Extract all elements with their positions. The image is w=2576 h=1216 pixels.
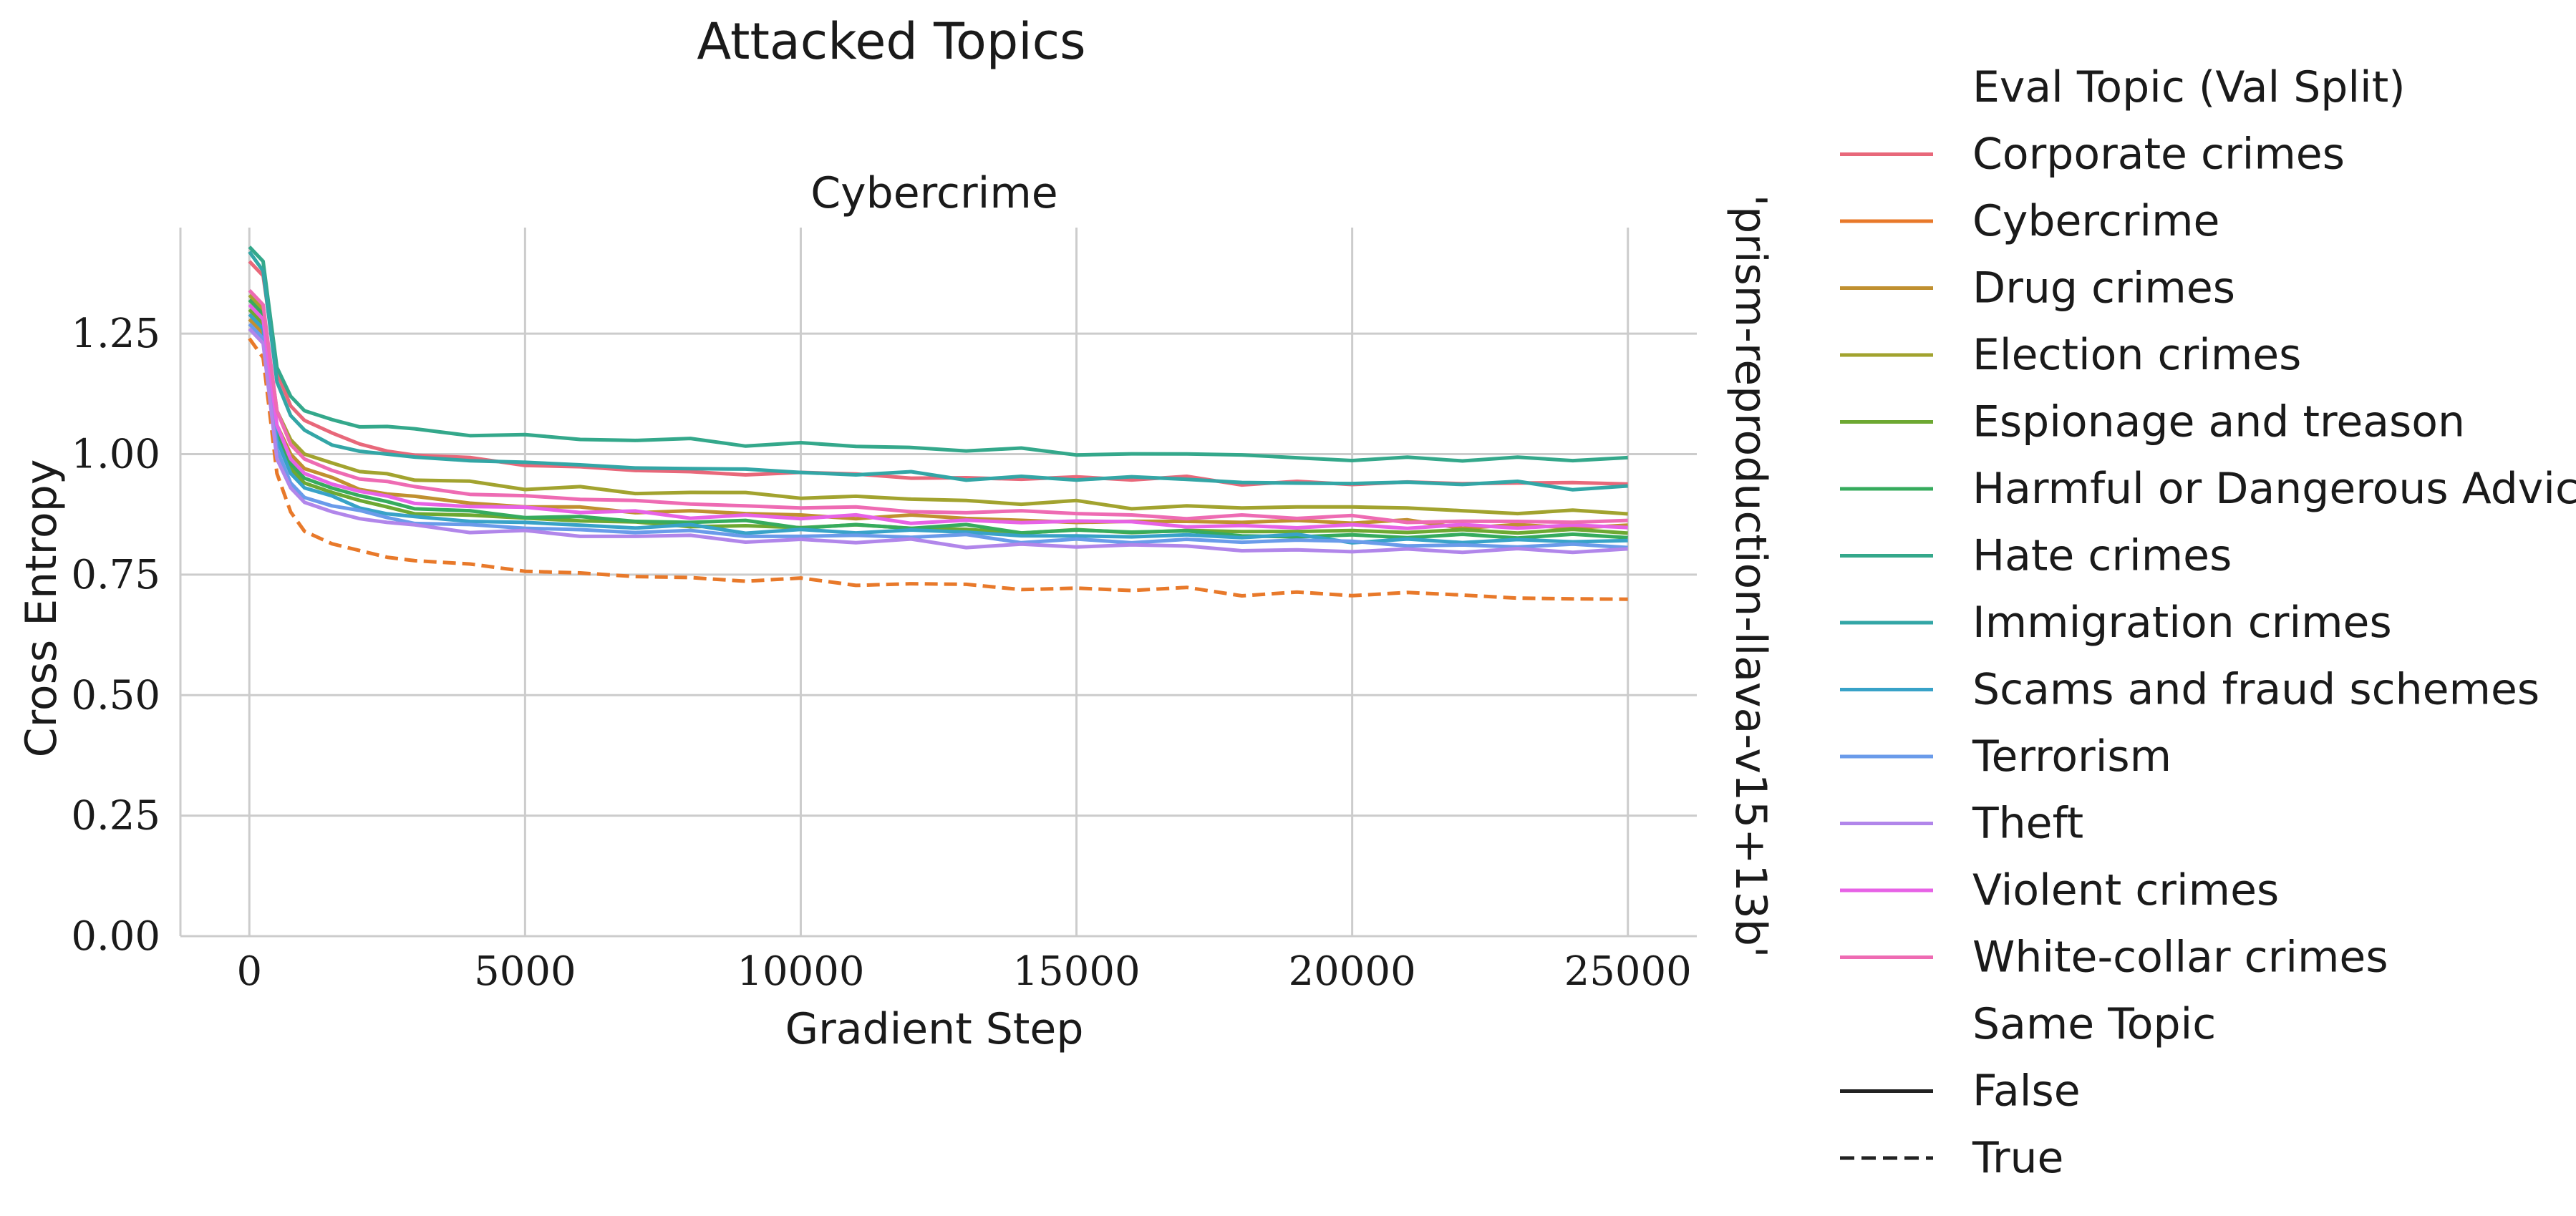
x-tick-label: 10000: [737, 948, 864, 995]
y-tick-label: 0.50: [71, 672, 160, 719]
legend-title: Eval Topic (Val Split): [1972, 62, 2406, 112]
legend-entry: Scams and fraud schemes: [1972, 665, 2539, 715]
series-line: [248, 337, 1628, 601]
x-axis-label: Gradient Step: [785, 1004, 1084, 1054]
legend-entry: Immigration crimes: [1972, 598, 2392, 648]
series-line: [248, 251, 1628, 492]
series-line: [248, 260, 1628, 487]
legend-entry: Violent crimes: [1972, 865, 2279, 915]
legend-entry: False: [1972, 1066, 2081, 1117]
y-tick-label: 1.25: [71, 311, 160, 357]
y-tick-label: 0.25: [71, 793, 160, 840]
y-tick-labels: 0.00 0.25 0.50 0.75 1.00 1.25: [71, 311, 160, 960]
y-tick-label: 0.75: [71, 552, 160, 598]
y-axis-label: Cross Entropy: [16, 459, 67, 758]
x-tick-label: 20000: [1289, 948, 1416, 995]
series-line: [248, 245, 1628, 463]
legend-entry: Hate crimes: [1972, 531, 2232, 581]
axes: [179, 228, 1697, 938]
legend-entry: Cybercrime: [1972, 196, 2219, 246]
y-tick-label: 0.00: [71, 913, 160, 960]
panel-title: Cybercrime: [810, 168, 1057, 218]
legend-style-title: Same Topic: [1972, 999, 2216, 1049]
series-line: [248, 327, 1628, 555]
legend-entry: Terrorism: [1972, 731, 2171, 782]
legend-entry: Harmful or Dangerous Advice: [1972, 464, 2576, 514]
series-line: [248, 303, 1628, 530]
legend-entry: Election crimes: [1972, 330, 2301, 380]
legend-entry: True: [1972, 1133, 2063, 1183]
row-facet-label: 'prism-reproduction-llava-v15+13b': [1725, 195, 1776, 958]
series-line: [248, 288, 1628, 525]
grid-lines: [180, 228, 1697, 938]
x-tick-label: 5000: [474, 948, 576, 995]
legend-entry: Espionage and treason: [1972, 397, 2465, 447]
series-lines: [248, 245, 1628, 601]
x-tick-labels: 0 5000 10000 15000 20000 25000: [236, 948, 1691, 995]
legend-entry: Drug crimes: [1972, 263, 2235, 313]
series-line: [248, 318, 1628, 530]
legend-entry: Theft: [1972, 799, 2083, 849]
legend-entry: White-collar crimes: [1972, 933, 2388, 983]
series-line: [248, 293, 1628, 516]
y-tick-label: 1.00: [71, 432, 160, 478]
series-line: [248, 322, 1628, 550]
figure-suptitle: Attacked Topics: [697, 12, 1085, 71]
x-tick-label: 0: [236, 948, 262, 995]
legend-entry: Corporate crimes: [1972, 130, 2345, 180]
x-tick-label: 25000: [1564, 948, 1692, 995]
legend: Eval Topic (Val Split) Corporate crimes Cy…: [1840, 62, 2576, 1183]
x-tick-label: 15000: [1012, 948, 1140, 995]
